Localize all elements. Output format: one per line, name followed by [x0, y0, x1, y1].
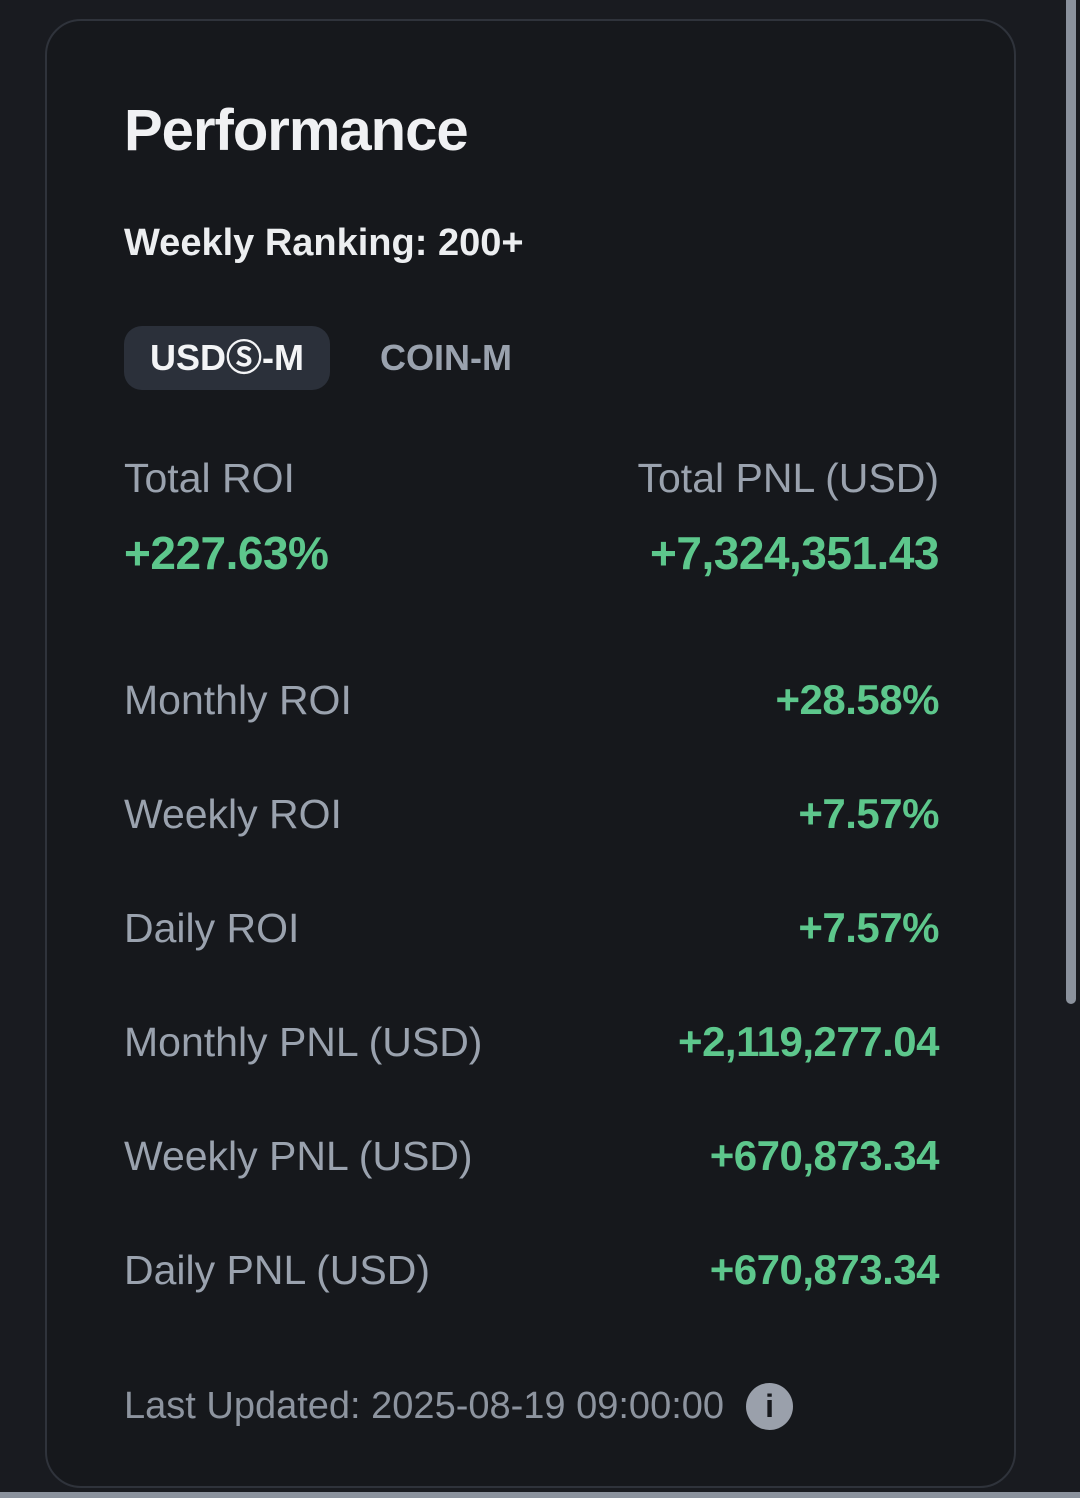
row-monthly-roi: Monthly ROI +28.58% — [124, 674, 940, 726]
weekly-roi-value: +7.57% — [798, 790, 939, 837]
performance-card: Performance Weekly Ranking: 200+ USDⓈ-M … — [45, 19, 1016, 1488]
contract-type-tabs: USDⓈ-M COIN-M — [124, 326, 939, 390]
info-icon[interactable]: i — [746, 1382, 794, 1430]
daily-pnl-label: Daily PNL (USD) — [124, 1247, 431, 1293]
weekly-pnl-label: Weekly PNL (USD) — [124, 1133, 473, 1179]
headline-stats: Total ROI +227.63% Total PNL (USD) +7,32… — [124, 452, 939, 580]
total-pnl-stat: Total PNL (USD) +7,324,351.43 — [638, 452, 940, 580]
vertical-scrollbar[interactable] — [1066, 0, 1076, 1004]
card-footer: Last Updated: 2025-08-19 09:00:00 i — [124, 1382, 939, 1430]
total-roi-label: Total ROI — [124, 455, 295, 501]
weekly-roi-label: Weekly ROI — [124, 791, 342, 837]
tab-coin-m[interactable]: COIN-M — [380, 326, 512, 390]
monthly-pnl-value: +2,119,277.04 — [678, 1018, 939, 1065]
daily-roi-label: Daily ROI — [124, 905, 300, 951]
daily-pnl-value: +670,873.34 — [709, 1246, 940, 1293]
monthly-roi-label: Monthly ROI — [124, 677, 352, 723]
weekly-pnl-value: +670,873.34 — [709, 1132, 940, 1179]
row-weekly-pnl: Weekly PNL (USD) +670,873.34 — [124, 1130, 940, 1182]
tab-usds-m[interactable]: USDⓈ-M — [124, 326, 330, 390]
row-monthly-pnl: Monthly PNL (USD) +2,119,277.04 — [124, 1016, 939, 1068]
row-daily-roi: Daily ROI +7.57% — [124, 902, 939, 954]
monthly-roi-value: +28.58% — [775, 676, 940, 723]
total-roi-value: +227.63% — [124, 527, 329, 579]
stat-rows: Monthly ROI +28.58% Weekly ROI +7.57% Da… — [124, 674, 940, 1296]
total-roi-stat: Total ROI +227.63% — [124, 452, 329, 580]
monthly-pnl-label: Monthly PNL (USD) — [124, 1019, 483, 1065]
row-daily-pnl: Daily PNL (USD) +670,873.34 — [124, 1244, 940, 1296]
total-pnl-value: +7,324,351.43 — [650, 527, 939, 579]
daily-roi-value: +7.57% — [798, 904, 939, 951]
row-weekly-roi: Weekly ROI +7.57% — [124, 788, 939, 840]
info-icon-glyph: i — [765, 1387, 774, 1424]
last-updated-text: Last Updated: 2025-08-19 09:00:00 — [124, 1385, 725, 1427]
total-pnl-label: Total PNL (USD) — [637, 455, 940, 501]
horizontal-scrollbar[interactable] — [0, 1492, 1080, 1498]
page-title: Performance — [124, 98, 469, 163]
weekly-ranking: Weekly Ranking: 200+ — [124, 222, 524, 264]
